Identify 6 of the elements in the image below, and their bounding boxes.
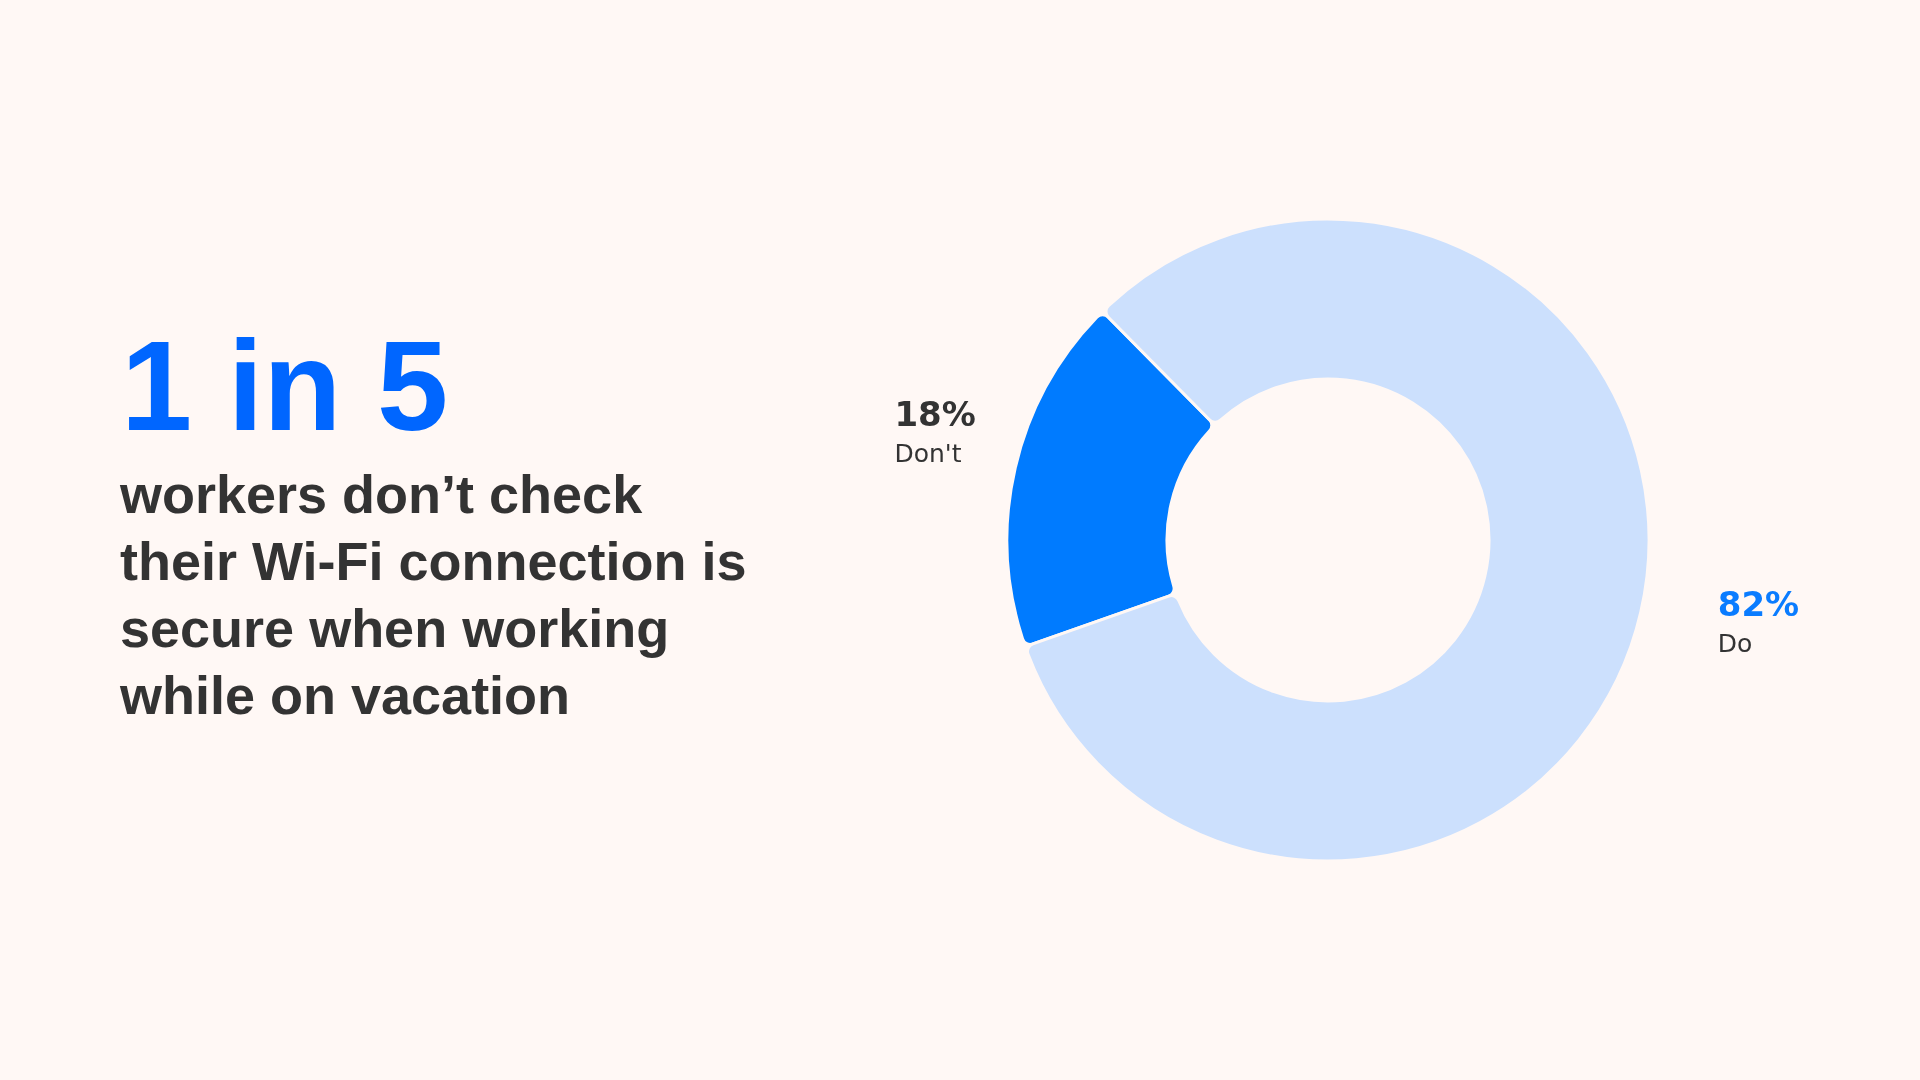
text: 1 in 5 <box>121 314 449 457</box>
text: workers don’t check their Wi-Fi connection is secure when working while on vacation <box>119 464 747 725</box>
data-label: 82% <box>1717 583 1800 624</box>
data-label: 18% <box>894 393 976 434</box>
slice-label: Do <box>1717 628 1753 658</box>
slice-label: Don't <box>894 438 962 468</box>
